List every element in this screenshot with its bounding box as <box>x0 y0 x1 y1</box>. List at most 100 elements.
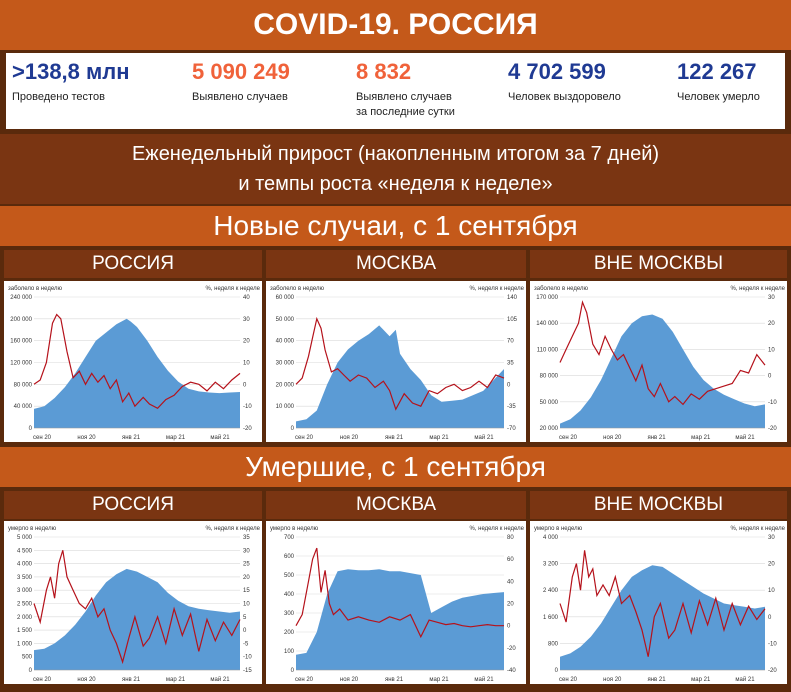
x-tick-label: мар 21 <box>691 677 711 683</box>
x-tick-label: янв 21 <box>122 435 141 441</box>
y-tick-label: 120 000 <box>10 361 32 367</box>
area-series <box>34 568 240 670</box>
x-tick-label: май 21 <box>735 434 755 441</box>
x-tick-label: мар 21 <box>691 435 711 441</box>
left-axis-title: заболело в неделю <box>270 286 324 292</box>
x-tick-label: май 21 <box>735 676 755 683</box>
column-header-moscow: МОСКВА <box>266 250 526 278</box>
x-tick-label: сен 20 <box>295 677 314 683</box>
line-series <box>559 300 766 406</box>
right-axis-title: %, неделя к неделе <box>730 526 785 532</box>
y2-tick-label: 40 <box>243 295 250 301</box>
y2-tick-label: -10 <box>243 404 252 410</box>
chart-deaths-moscow: умерло в неделю %, неделя к неделе 0 100 200… <box>266 521 526 684</box>
y2-tick-label: 0 <box>768 615 772 621</box>
y2-tick-label: 10 <box>243 602 250 608</box>
y-tick-label: 200 <box>284 630 295 636</box>
y2-tick-label: 10 <box>768 347 775 353</box>
line-series <box>295 316 505 411</box>
right-axis-title: %, неделя к неделе <box>469 526 524 532</box>
y2-tick-label: 20 <box>768 321 775 327</box>
x-tick-label: сен 20 <box>33 677 52 683</box>
y-tick-label: 5 000 <box>17 535 33 541</box>
y-tick-label: 140 000 <box>536 321 558 327</box>
y2-tick-label: 10 <box>768 588 775 594</box>
subtitle-line-2: и темпы роста «неделя к неделе» <box>238 173 553 195</box>
y2-tick-label: 0 <box>507 624 511 630</box>
left-axis-title: заболело в неделю <box>534 286 588 292</box>
left-axis-title: умерло в неделю <box>270 526 319 532</box>
subtitle: Еженедельный прирост (накопленным итогом… <box>0 134 791 204</box>
x-tick-label: сен 20 <box>295 435 314 441</box>
y2-tick-label: -10 <box>768 641 777 647</box>
y2-tick-label: 0 <box>243 628 247 634</box>
y-tick-label: 400 <box>284 592 295 598</box>
y2-tick-label: 140 <box>507 295 518 301</box>
y-tick-label: 4 000 <box>543 535 559 541</box>
chart-svg: умерло в неделю %, неделя к неделе 0 500 1 0… <box>8 526 261 683</box>
x-tick-label: мар 21 <box>429 677 449 683</box>
area-series <box>560 314 765 428</box>
y-tick-label: 110 000 <box>537 347 559 353</box>
y2-tick-label: 35 <box>507 361 514 367</box>
y-tick-label: 0 <box>29 426 33 432</box>
y-tick-label: 3 000 <box>17 588 33 594</box>
x-tick-label: ноя 20 <box>77 435 96 441</box>
y-tick-label: 40 000 <box>14 404 33 410</box>
stats-bar: >138,8 млн Проведено тестов 5 090 249 Вы… <box>6 53 785 129</box>
y-tick-label: 2 000 <box>17 615 33 621</box>
stat-deaths: 122 267 Человек умерло <box>677 59 760 104</box>
area-series <box>296 325 504 428</box>
column-header-outside: ВНЕ МОСКВЫ <box>530 491 787 519</box>
y2-tick-label: 35 <box>243 535 250 541</box>
y-tick-label: 4 000 <box>17 562 33 568</box>
y-tick-label: 4 500 <box>17 548 33 554</box>
x-tick-label: ноя 20 <box>603 677 622 683</box>
section-title-cases: Новые случаи, с 1 сентября <box>0 206 791 246</box>
column-header-russia: РОССИЯ <box>4 491 262 519</box>
x-tick-label: ноя 20 <box>603 435 622 441</box>
area-series <box>34 318 240 428</box>
column-header-russia: РОССИЯ <box>4 250 262 278</box>
area-series <box>560 565 765 670</box>
y2-tick-label: 0 <box>507 382 511 388</box>
chart-cases-moscow: заболело в неделю %, неделя к неделе 0 10 0… <box>266 281 526 442</box>
x-tick-label: янв 21 <box>385 677 404 683</box>
y2-tick-label: 20 <box>243 575 250 581</box>
x-tick-label: мар 21 <box>429 435 449 441</box>
y2-tick-label: -20 <box>768 668 777 674</box>
y-tick-label: 100 <box>284 649 295 655</box>
stat-label: Выявлено случаев <box>356 91 452 103</box>
x-tick-label: май 21 <box>474 434 494 441</box>
y-tick-label: 30 000 <box>276 361 295 367</box>
y-tick-label: 50 000 <box>276 317 295 323</box>
y-tick-label: 1 500 <box>17 628 33 634</box>
right-axis-title: %, неделя к неделе <box>205 286 260 292</box>
x-tick-label: янв 21 <box>647 435 666 441</box>
y-tick-label: 80 000 <box>14 382 33 388</box>
y-tick-label: 0 <box>291 668 295 674</box>
y2-tick-label: 60 <box>507 557 514 563</box>
chart-cases-outside: заболело в неделю %, неделя к неделе 20 00… <box>530 281 787 442</box>
left-axis-title: умерло в неделю <box>534 526 583 532</box>
x-tick-label: май 21 <box>210 434 230 441</box>
y-tick-label: 1 600 <box>543 615 559 621</box>
stat-cases: 5 090 249 Выявлено случаев <box>192 59 290 104</box>
line-series <box>295 547 504 639</box>
y2-tick-label: 20 <box>243 339 250 345</box>
chart-svg: заболело в неделю %, неделя к неделе 0 40 0… <box>8 286 261 441</box>
y2-tick-label: 0 <box>768 374 772 380</box>
section-title-deaths: Умершие, с 1 сентября <box>0 447 791 487</box>
y2-tick-label: 15 <box>243 588 250 594</box>
page-title: COVID-19. РОССИЯ <box>0 0 791 50</box>
y-tick-label: 500 <box>22 655 33 661</box>
stat-tests: >138,8 млн Проведено тестов <box>12 59 130 104</box>
y-tick-label: 170 000 <box>536 295 558 301</box>
y-tick-label: 300 <box>284 611 295 617</box>
y2-tick-label: -20 <box>768 426 777 432</box>
right-axis-title: %, неделя к неделе <box>730 286 785 292</box>
x-tick-label: мар 21 <box>166 677 186 683</box>
y-tick-label: 3 200 <box>543 562 559 568</box>
stat-value: >138,8 млн <box>12 59 130 84</box>
y2-tick-label: 70 <box>507 339 514 345</box>
